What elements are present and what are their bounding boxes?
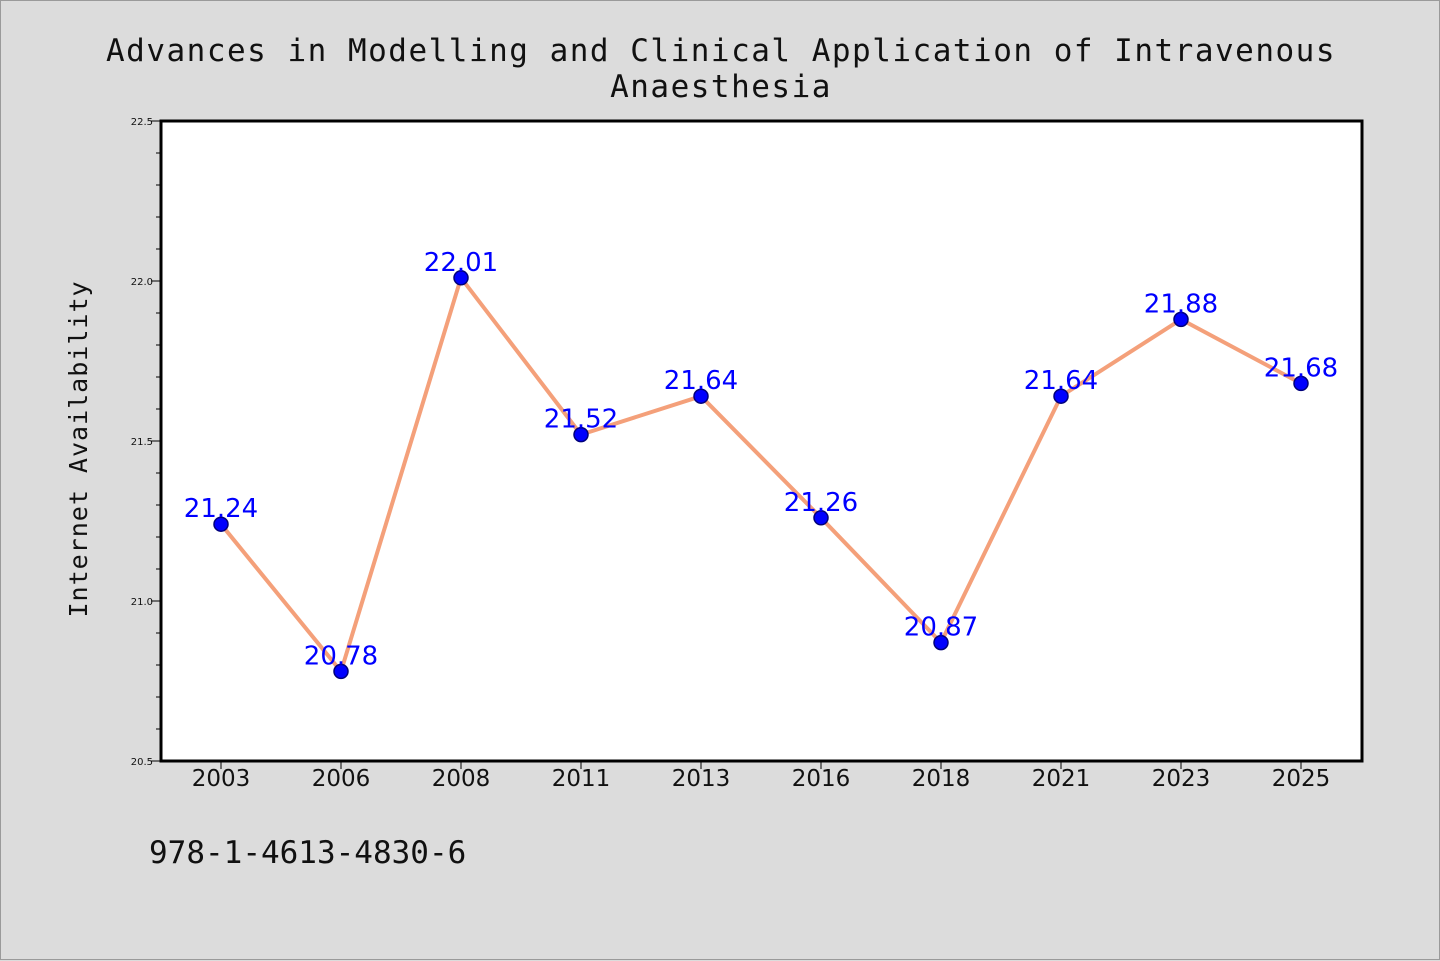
data-point: [1293, 375, 1309, 392]
data-point: [213, 516, 229, 532]
y-tick-label: 21.0: [131, 597, 153, 608]
x-tick-label: 2008: [432, 766, 491, 792]
plot-area: [161, 121, 1362, 761]
series-line: [219, 275, 1302, 674]
data-point: [1053, 388, 1069, 404]
data-label: 21.64: [1024, 366, 1098, 396]
data-label: 20.87: [904, 613, 978, 643]
data-point: [933, 634, 949, 651]
chart-title: Advances in Modelling and Clinical Appli…: [106, 33, 1336, 105]
data-label: 21.88: [1144, 289, 1218, 319]
x-tick-label: 2018: [912, 766, 971, 792]
y-tick-label: 22.0: [131, 277, 153, 288]
data-point: [1173, 311, 1189, 328]
x-tick-label: 2025: [1272, 766, 1331, 792]
x-tick-label: 2016: [792, 766, 851, 792]
data-label: 22.01: [424, 248, 498, 278]
data-label: 21.24: [184, 494, 258, 524]
data-label: 21.26: [784, 488, 858, 518]
data-label: 21.68: [1264, 353, 1338, 383]
x-tick-label: 2003: [192, 766, 251, 792]
data-point: [453, 270, 469, 286]
isbn-text: 978-1-4613-4830-6: [149, 835, 467, 871]
y-tick-label: 20.5: [131, 757, 153, 768]
y-tick-label: 21.5: [131, 437, 153, 448]
x-tick-label: 2006: [312, 766, 371, 792]
x-tick-label: 2013: [672, 766, 731, 792]
x-tick-label: 2023: [1152, 766, 1211, 792]
data-point: [333, 663, 349, 680]
y-tick-label: 22.5: [131, 117, 153, 128]
data-point: [813, 510, 829, 526]
data-label: 20.78: [304, 641, 378, 671]
plot-frame: [159, 119, 1364, 763]
x-tick-label: 2011: [552, 766, 611, 792]
data-point: [573, 426, 589, 443]
y-axis-label: Internet Availability: [64, 280, 93, 617]
data-label: 21.52: [544, 405, 618, 435]
x-tick-label: 2021: [1032, 766, 1091, 792]
data-label: 21.64: [664, 366, 738, 396]
data-point: [693, 388, 709, 404]
